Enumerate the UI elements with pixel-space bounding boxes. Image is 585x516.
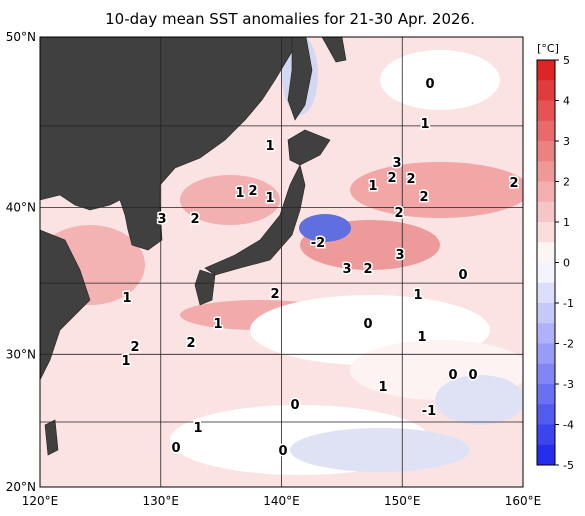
lon-label: 120°E [22,494,59,508]
colorbar-band [537,323,555,344]
colorbar-band [537,80,555,101]
colorbar-tick-label: -4 [563,419,574,432]
colorbar-band [537,201,555,223]
contour-label: 0 [458,268,467,283]
contour-label: -1 [422,404,436,419]
colorbar-band [537,100,555,122]
contour-label: 0 [468,368,477,383]
lat-label: 50°N [6,30,36,44]
contour-label: 1 [413,288,422,303]
contour-label: 1 [122,291,131,306]
colorbar-tick-label: 3 [563,135,570,148]
colorbar-band [537,161,555,182]
contour-label: 2 [186,336,195,351]
colorbar-tick-label: -2 [563,338,574,351]
colorbar-band [537,181,555,203]
contour-label: 2 [387,171,396,186]
contour-label: 3 [342,262,351,277]
colorbar-band [537,242,555,263]
lon-label: 160°E [505,494,542,508]
colorbar-tick-label: 2 [563,176,570,189]
colorbar-band [537,343,555,365]
colorbar-tick-label: 1 [563,216,570,229]
contour-label: 1 [265,139,274,154]
contour-label: 2 [363,262,372,277]
contour-label: 1 [368,179,377,194]
contour-label: 2 [190,212,199,227]
contour-label: 2 [406,172,415,187]
contour-label: 2 [130,340,139,355]
contour-label: 1 [235,186,244,201]
title: 10-day mean SST anomalies for 21-30 Apr.… [105,10,475,28]
colorbar-tick-label: -5 [563,459,574,472]
colorbar-tick-label: 5 [563,54,570,67]
colorbar-tick-label: 4 [563,95,570,108]
contour-label: 3 [157,212,166,227]
lon-label: 140°E [263,494,300,508]
lat-label: 40°N [6,200,36,214]
colorbar-tick-label: 0 [563,257,570,270]
lat-label: 30°N [6,347,36,361]
colorbar-band [537,444,555,466]
contour-label: 0 [425,77,434,92]
colorbar-band [537,222,555,243]
contour-label: 1 [417,330,426,345]
contour-label: 1 [265,191,274,206]
colorbar-band [537,303,555,324]
lon-label: 130°E [143,494,180,508]
contour-label: 3 [395,248,404,263]
map-frame [39,36,524,488]
contour-label: 3 [392,156,401,171]
land [40,37,347,456]
colorbar-band [537,282,555,304]
contour-label: 0 [448,368,457,383]
colorbar-band [537,404,555,425]
graticule [40,37,523,487]
contour-label: 1 [121,354,130,369]
contour-label: 0 [278,444,287,459]
contour-label: 2 [509,176,518,191]
colorbar-band [537,363,555,385]
contour-label: 0 [363,317,372,332]
contour-label: 1 [193,421,202,436]
colorbar-band [537,60,555,81]
colorbar-band [537,384,555,405]
contour-label: 1 [213,317,222,332]
colorbar-tick-label: -1 [563,297,574,310]
colorbar-band [537,262,555,284]
colorbar-band [537,120,555,142]
colorbar-band [537,141,555,162]
contour-label: 2 [419,190,428,205]
contour-label: 2 [394,206,403,221]
lat-label: 20°N [6,480,36,494]
colorbar-unit: [°C] [537,42,559,55]
anomaly-field [40,37,523,475]
lon-label: 150°E [384,494,421,508]
contour-label: 1 [420,117,429,132]
colorbar-band [537,424,555,446]
colorbar-tick-label: -3 [563,378,574,391]
contour-label: 1 [378,380,387,395]
contour-label: 0 [171,441,180,456]
colorbar: 5 4 3 2 1 0 -1 -2 -3 -4 -5 [536,54,574,472]
contour-label: 2 [270,287,279,302]
contour-label: 0 [290,398,299,413]
contour-label: 2 [248,184,257,199]
contour-label: -2 [311,236,325,251]
